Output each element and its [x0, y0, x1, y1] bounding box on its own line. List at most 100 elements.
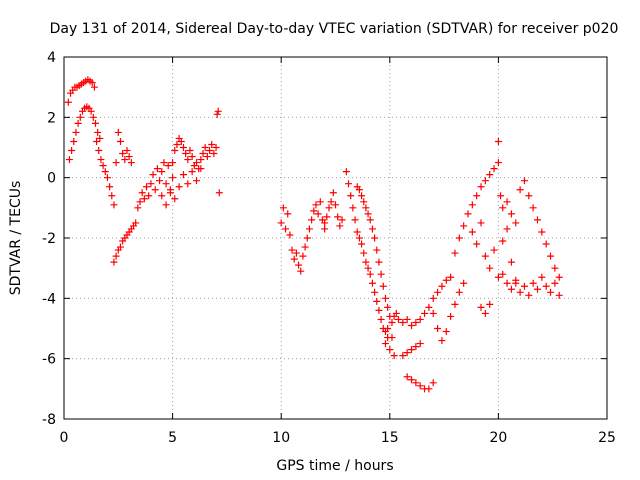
data-point	[97, 156, 105, 164]
data-point	[351, 216, 359, 224]
data-point	[158, 192, 166, 200]
data-point	[147, 180, 155, 188]
data-point	[429, 309, 437, 317]
data-point	[192, 159, 200, 167]
data-point	[158, 168, 166, 176]
data-point	[399, 352, 407, 360]
data-point	[525, 291, 533, 299]
data-point	[379, 282, 387, 290]
data-point	[68, 147, 76, 155]
data-point	[334, 213, 342, 221]
data-point	[162, 180, 170, 188]
data-point	[338, 216, 346, 224]
data-point	[74, 119, 82, 127]
data-point	[179, 171, 187, 179]
data-point	[169, 174, 177, 182]
data-point	[299, 252, 307, 260]
data-point	[279, 204, 287, 212]
data-point	[490, 246, 498, 254]
data-point	[403, 349, 411, 357]
data-point	[325, 204, 333, 212]
data-point	[323, 213, 331, 221]
data-point	[364, 264, 372, 272]
y-axis-label: SDTVAR / TECUs	[8, 181, 24, 296]
data-point	[447, 312, 455, 320]
data-point	[434, 325, 442, 332]
data-point	[421, 309, 429, 317]
data-point	[215, 189, 223, 197]
data-point	[93, 137, 101, 145]
data-point	[169, 159, 177, 167]
data-point	[490, 165, 498, 173]
data-point	[533, 216, 541, 224]
data-point	[503, 198, 511, 206]
data-point	[91, 119, 99, 127]
data-point	[529, 204, 537, 212]
data-point	[520, 177, 528, 185]
data-point	[145, 192, 153, 200]
x-tick-label: 20	[489, 430, 507, 446]
data-point	[197, 165, 205, 173]
data-point	[507, 258, 515, 266]
data-point	[355, 234, 363, 242]
data-point	[399, 318, 407, 326]
data-point	[394, 315, 402, 323]
data-point	[375, 306, 383, 314]
data-point	[316, 198, 324, 206]
data-point	[507, 210, 515, 218]
data-point	[358, 240, 366, 248]
data-point	[175, 183, 183, 191]
data-point	[447, 273, 455, 281]
data-point	[355, 186, 363, 194]
data-point	[388, 318, 396, 326]
data-point	[499, 270, 507, 278]
data-point	[116, 137, 124, 145]
data-point	[451, 300, 459, 308]
data-point	[301, 243, 309, 251]
data-point	[416, 382, 424, 390]
data-point	[516, 288, 524, 296]
data-point	[386, 346, 394, 354]
data-point	[381, 294, 389, 302]
data-point	[76, 113, 84, 121]
data-point	[206, 147, 214, 155]
data-point	[132, 219, 140, 227]
y-tick-label: 0	[47, 171, 56, 187]
data-point	[87, 107, 95, 115]
data-point	[442, 328, 450, 336]
y-tick-label: -2	[42, 231, 56, 247]
data-point	[366, 270, 374, 278]
data-point	[197, 156, 205, 164]
data-point	[119, 150, 127, 158]
data-point	[412, 379, 420, 387]
data-point	[366, 216, 374, 224]
data-point	[425, 385, 433, 393]
data-point	[188, 153, 196, 161]
grid-layer	[64, 57, 607, 419]
x-tick-label: 15	[381, 430, 399, 446]
data-point	[468, 228, 476, 236]
data-point	[477, 183, 485, 191]
data-point	[416, 340, 424, 348]
y-tick-label: -4	[42, 291, 56, 307]
data-point	[321, 219, 329, 227]
data-point	[377, 315, 385, 323]
data-point	[213, 110, 221, 118]
data-point	[381, 340, 389, 348]
data-point	[127, 159, 135, 167]
data-point	[286, 231, 294, 239]
chart-title: Day 131 of 2014, Sidereal Day-to-day VTE…	[50, 21, 619, 37]
data-point	[547, 252, 555, 260]
data-point	[408, 321, 416, 329]
data-point	[390, 312, 398, 320]
ticks-layer	[63, 56, 608, 420]
data-point	[182, 150, 190, 158]
data-point	[95, 147, 103, 155]
data-point	[388, 334, 396, 342]
y-tick-labels: -8 -6 -4 -2 0 2 4	[42, 50, 56, 428]
data-point	[349, 204, 357, 212]
data-point	[106, 183, 114, 191]
data-point	[153, 165, 161, 173]
data-point	[101, 168, 109, 176]
data-point	[345, 180, 353, 188]
